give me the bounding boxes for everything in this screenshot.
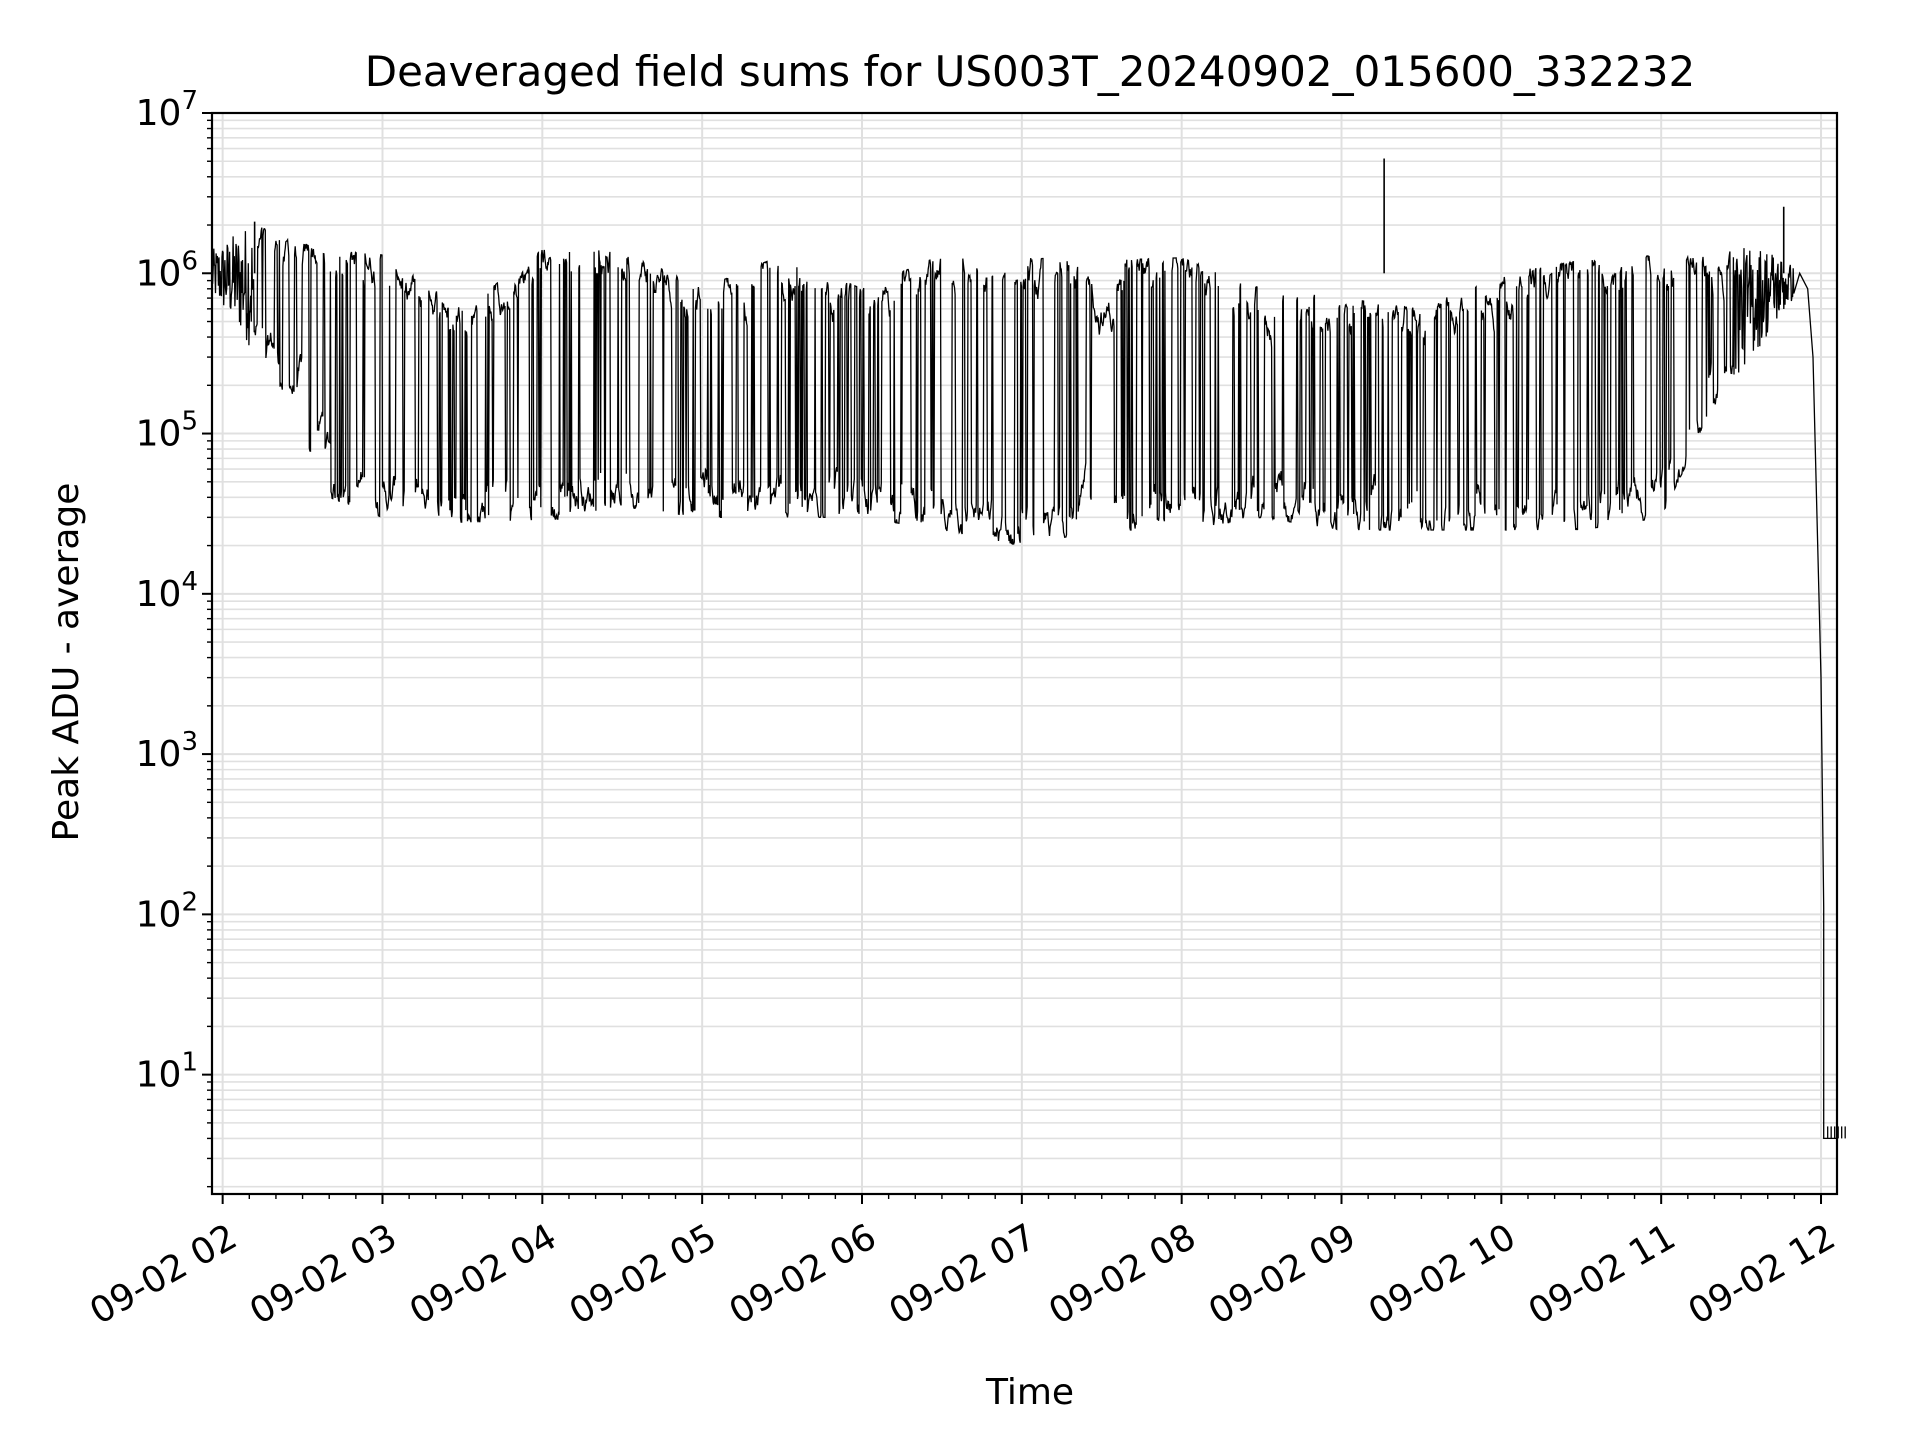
y-tick-label: 103 [136,727,198,775]
y-tick-label: 102 [136,887,198,935]
series-line [211,158,1846,1140]
y-axis-title: Peak ADU - average [46,483,87,842]
y-tick-label: 101 [136,1048,198,1096]
x-axis-title: Time [985,1372,1074,1413]
plot-frame [210,111,1839,1196]
y-tick-label: 104 [136,567,198,615]
y-tick-label: 106 [136,246,198,294]
series-path [211,227,1837,1140]
y-tick-label: 105 [136,407,198,455]
y-tick-label: 107 [136,86,198,134]
chart-title: Deaveraged field sums for US003T_2024090… [365,47,1696,96]
